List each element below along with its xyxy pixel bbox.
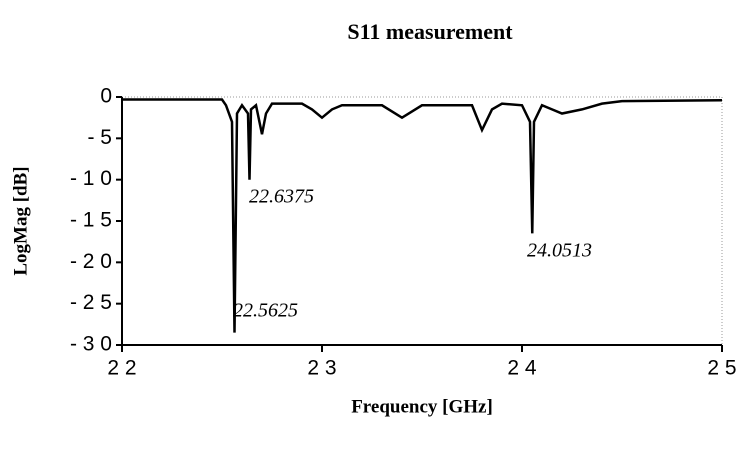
y-tick-label: - 2 0 — [70, 250, 112, 273]
x-tick-label: 2 3 — [307, 357, 336, 380]
x-tick-label: 2 4 — [507, 357, 537, 380]
annotation: 24.0513 — [527, 240, 592, 262]
y-tick-label: 0 — [100, 85, 112, 108]
x-tick-label: 2 5 — [707, 357, 736, 380]
y-tick-label: - 1 5 — [70, 209, 112, 232]
x-tick-label: 2 2 — [107, 357, 136, 380]
line-series — [122, 98, 723, 333]
y-tick-label: - 1 0 — [70, 167, 112, 190]
y-tick-label: - 3 0 — [70, 333, 112, 356]
annotation: 22.6375 — [249, 186, 314, 208]
y-tick-label: - 2 5 — [70, 291, 112, 314]
y-tick-label: - 5 — [87, 126, 112, 149]
chart-title: S11 measurement — [347, 19, 513, 44]
annotation: 22.5625 — [233, 300, 298, 322]
x-axis-label: Frequency [GHz] — [351, 396, 493, 417]
y-axis-label: LogMag [dB] — [10, 166, 31, 275]
